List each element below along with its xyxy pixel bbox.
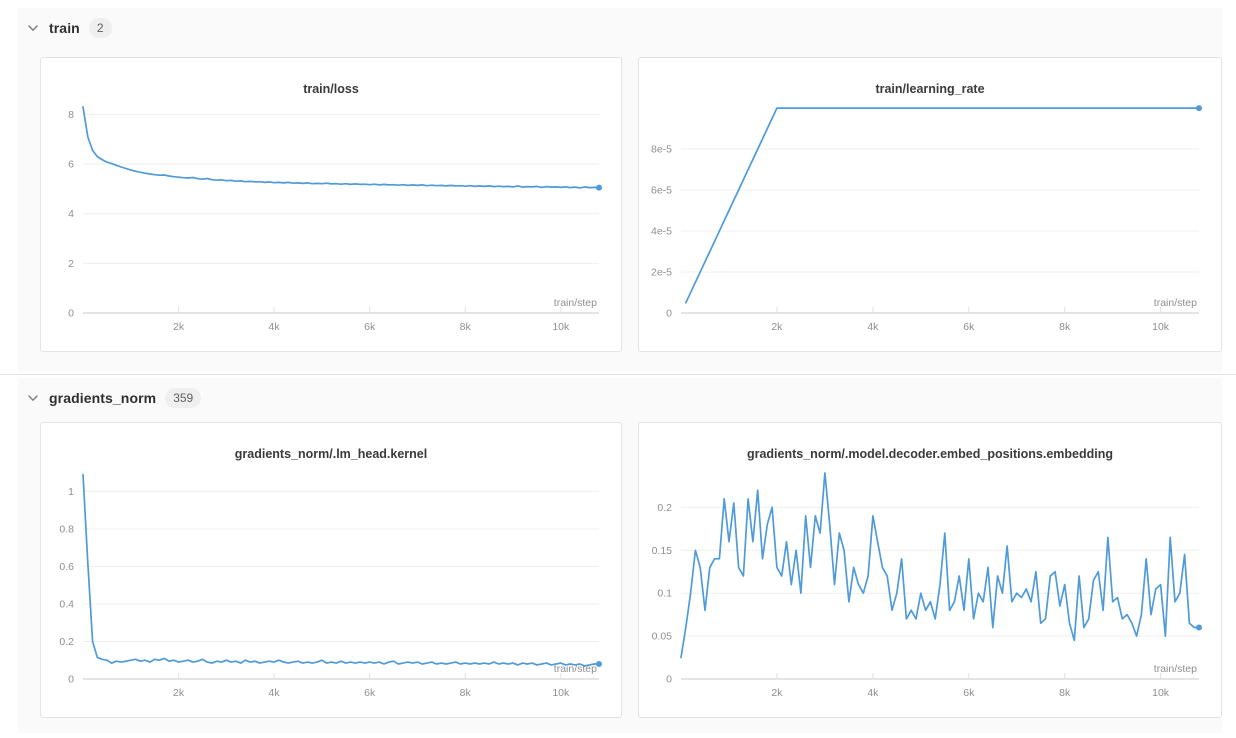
last-point-marker	[1196, 105, 1202, 112]
x-tick-label: 2k	[771, 321, 783, 333]
y-tick-label: 2	[68, 258, 74, 270]
x-axis-title: train/step	[1154, 663, 1197, 675]
y-tick-label: 0	[666, 308, 672, 320]
x-tick-label: 2k	[173, 687, 185, 699]
section-header-gradients-norm[interactable]: gradients_norm 359	[26, 388, 202, 408]
y-tick-label: 0	[68, 308, 74, 320]
section-header-train[interactable]: train 2	[26, 18, 112, 38]
section-count-badge: 359	[165, 388, 202, 408]
x-tick-label: 4k	[867, 687, 879, 699]
x-tick-label: 6k	[963, 321, 975, 333]
section-label: train	[49, 20, 80, 36]
section-label: gradients_norm	[49, 390, 157, 406]
series-line	[82, 473, 600, 667]
last-point-marker	[1196, 624, 1202, 631]
y-tick-label: 0.8	[59, 523, 74, 535]
y-tick-label: 0.4	[59, 599, 74, 611]
x-tick-label: 10k	[1152, 321, 1170, 333]
chart-canvas[interactable]: 0 0.05 0.1 0.15 0.2 2k 4k 6k 8k 10k train/step	[639, 423, 1221, 717]
x-tick-label: 6k	[364, 687, 376, 699]
chart-canvas[interactable]: 0 2e-5 4e-5 6e-5 8e-5 2k 4k 6k 8k 10k train/step	[639, 58, 1221, 351]
series-line	[82, 106, 600, 189]
chart-title: train/learning_rate	[875, 82, 985, 96]
y-tick-label: 0.05	[652, 631, 673, 643]
y-tick-label: 4	[68, 208, 74, 220]
y-tick-label: 0.2	[657, 502, 672, 514]
y-tick-label: 0	[68, 674, 74, 686]
x-tick-label: 8k	[460, 321, 472, 333]
chart-title: train/loss	[303, 82, 359, 96]
x-tick-label: 10k	[552, 321, 570, 333]
y-tick-label: 0.15	[652, 545, 673, 557]
chart-title: gradients_norm/.lm_head.kernel	[234, 447, 428, 461]
section-divider	[0, 374, 1236, 375]
chart-panel-train-learning-rate[interactable]: train/learning_rate 0 2e-5 4e-5 6e-5 8e-5 2k 4k…	[638, 57, 1222, 352]
x-tick-label: 2k	[771, 687, 783, 699]
chart-title: gradients_norm/.model.decoder.embed_posi…	[746, 447, 1114, 461]
y-tick-label: 1	[68, 486, 74, 498]
last-point-marker	[596, 661, 602, 667]
x-tick-label: 8k	[1059, 687, 1071, 699]
y-tick-label: 0.6	[59, 561, 74, 573]
series-line	[680, 472, 1200, 659]
y-tick-label: 6	[68, 159, 74, 171]
y-tick-label: 6e-5	[651, 185, 672, 197]
x-tick-label: 10k	[552, 687, 570, 699]
x-tick-label: 4k	[269, 321, 281, 333]
section-gradients-norm: gradients_norm 359 gradients_norm/.lm_he…	[18, 378, 1222, 733]
section-train: train 2 train/loss 0 2 4 6 8 2k 4k 6k 8k 10k train/…	[18, 8, 1222, 371]
y-tick-label: 2e-5	[651, 267, 672, 279]
y-tick-label: 8e-5	[651, 144, 672, 156]
x-axis-title: train/step	[554, 297, 597, 309]
chart-panel-gradients-norm-lm-head-kernel[interactable]: gradients_norm/.lm_head.kernel 0 0.2 0.4 0.6…	[40, 422, 622, 718]
x-tick-label: 2k	[173, 321, 185, 333]
x-tick-label: 8k	[1059, 321, 1071, 333]
y-tick-label: 4e-5	[651, 226, 672, 238]
x-tick-label: 6k	[963, 687, 975, 699]
x-axis-title: train/step	[1154, 297, 1197, 309]
chevron-down-icon[interactable]	[26, 391, 40, 405]
y-tick-label: 0.1	[657, 588, 672, 600]
y-tick-label: 0	[666, 674, 672, 686]
x-tick-label: 8k	[460, 687, 472, 699]
chart-canvas[interactable]: 0 2 4 6 8 2k 4k 6k 8k 10k train/step	[41, 58, 621, 351]
x-tick-label: 4k	[867, 321, 879, 333]
chart-panel-train-loss[interactable]: train/loss 0 2 4 6 8 2k 4k 6k 8k 10k train/step	[40, 57, 622, 352]
series-line	[684, 107, 1200, 304]
section-count-badge: 2	[88, 18, 112, 38]
x-tick-label: 6k	[364, 321, 376, 333]
chevron-down-icon[interactable]	[26, 21, 40, 35]
last-point-marker	[596, 184, 602, 191]
x-tick-label: 4k	[269, 687, 281, 699]
chart-panel-gradients-norm-model-decoder-embed-positions-embedding[interactable]: gradients_norm/.model.decoder.embed_posi…	[638, 422, 1222, 718]
y-tick-label: 0.2	[59, 636, 74, 648]
x-tick-label: 10k	[1152, 687, 1170, 699]
y-tick-label: 8	[68, 109, 74, 121]
